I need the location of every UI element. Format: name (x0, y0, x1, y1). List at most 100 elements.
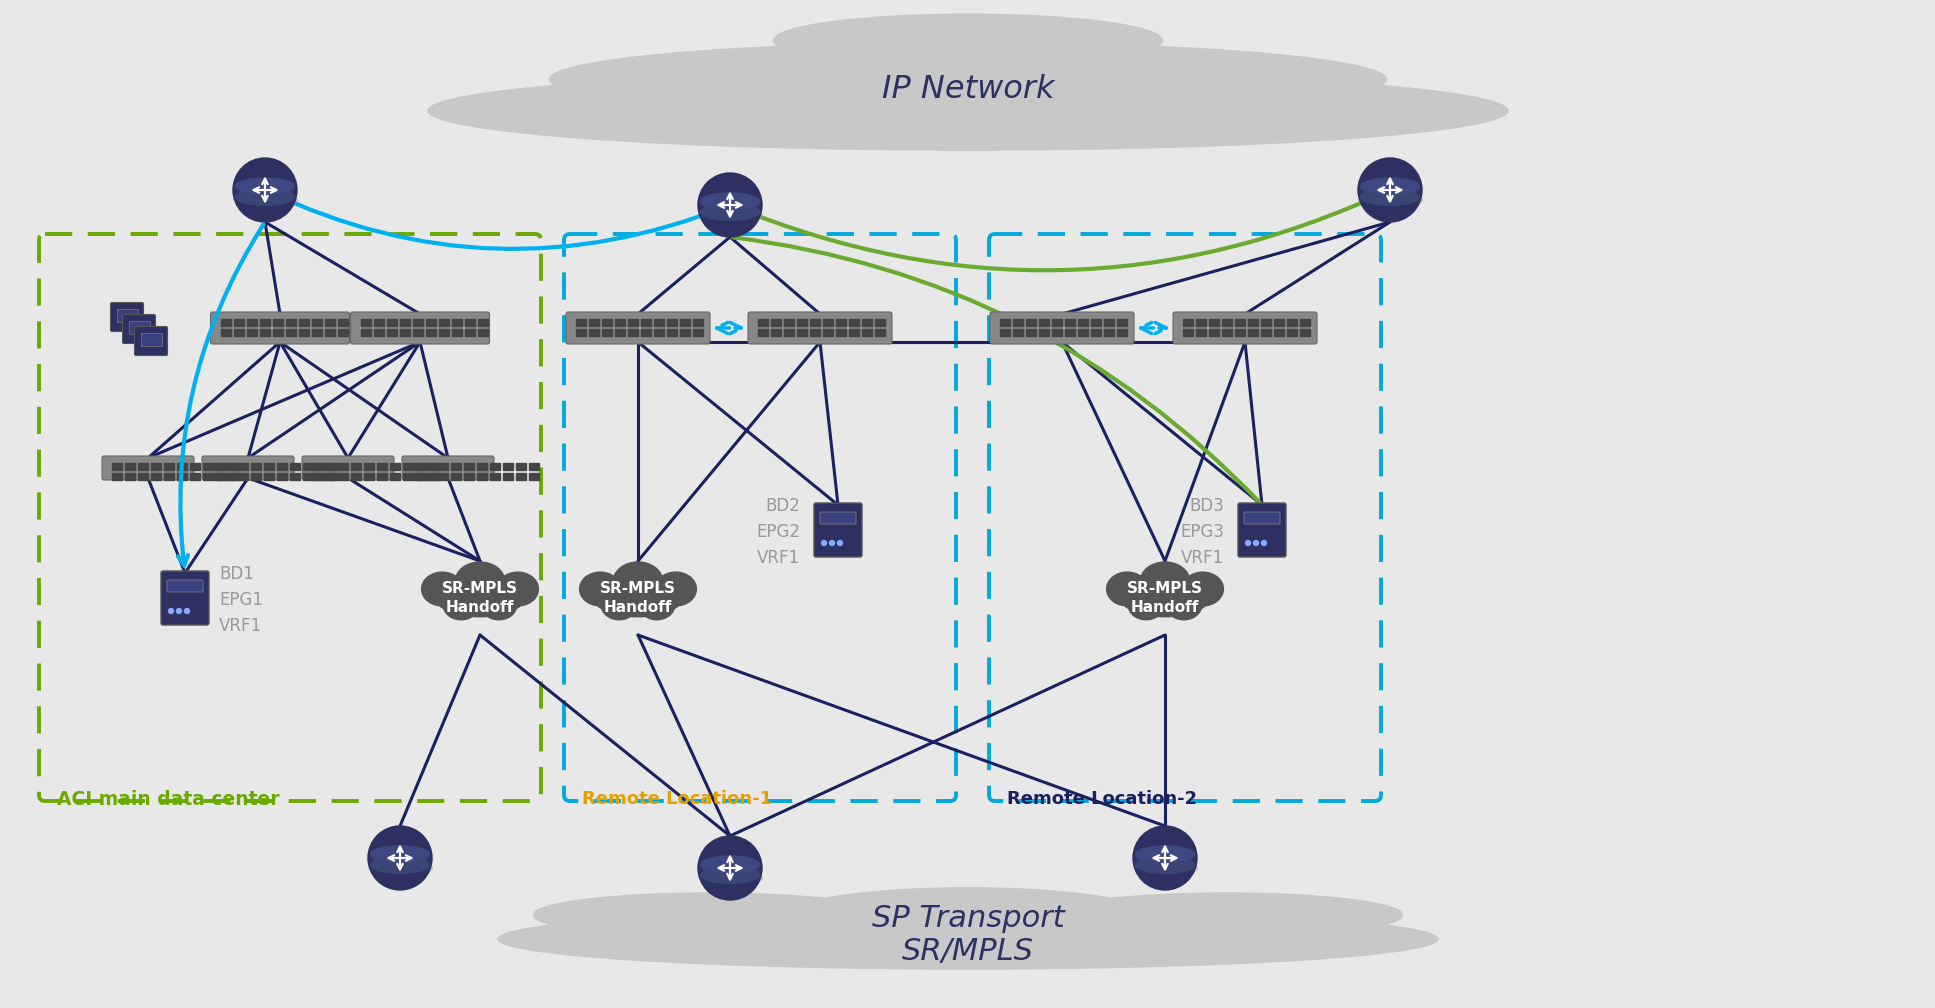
Bar (312, 329, 321, 336)
Bar (273, 319, 283, 326)
Bar (373, 319, 383, 326)
Bar (377, 463, 387, 470)
Bar (1053, 319, 1062, 326)
FancyBboxPatch shape (820, 512, 855, 524)
Bar (1248, 319, 1258, 326)
Bar (451, 463, 461, 470)
Circle shape (1134, 826, 1198, 890)
Bar (1262, 319, 1271, 326)
Ellipse shape (370, 857, 430, 873)
Bar (464, 463, 474, 470)
Ellipse shape (236, 178, 294, 196)
Bar (822, 329, 832, 336)
Ellipse shape (497, 909, 1438, 969)
Ellipse shape (482, 592, 517, 620)
Bar (315, 473, 325, 480)
Circle shape (368, 826, 432, 890)
Bar (337, 329, 348, 336)
Bar (615, 319, 625, 326)
Text: BD3
EPG3
VRF1: BD3 EPG3 VRF1 (1180, 497, 1225, 568)
Bar (602, 319, 611, 326)
Ellipse shape (1136, 846, 1194, 864)
Ellipse shape (799, 888, 1138, 934)
Text: SP Transport
SR/MPLS: SP Transport SR/MPLS (871, 904, 1064, 967)
Bar (1300, 329, 1310, 336)
Ellipse shape (428, 72, 1507, 150)
Bar (402, 463, 412, 470)
Circle shape (168, 609, 174, 614)
Bar (426, 463, 435, 470)
Ellipse shape (236, 178, 294, 195)
Bar (1105, 319, 1115, 326)
FancyBboxPatch shape (567, 312, 710, 344)
Ellipse shape (700, 867, 760, 883)
Bar (1235, 319, 1244, 326)
Ellipse shape (1107, 573, 1147, 606)
Text: Remote Location-2: Remote Location-2 (1006, 790, 1198, 808)
Circle shape (1254, 540, 1258, 545)
Bar (246, 329, 257, 336)
Ellipse shape (700, 194, 759, 210)
Bar (221, 329, 230, 336)
Bar (290, 463, 300, 470)
Bar (1039, 319, 1049, 326)
Bar (412, 473, 422, 480)
Bar (176, 473, 188, 480)
Bar (391, 473, 401, 480)
Bar (217, 473, 226, 480)
Bar (402, 473, 412, 480)
Ellipse shape (594, 580, 683, 617)
Ellipse shape (1136, 857, 1194, 873)
FancyBboxPatch shape (402, 456, 493, 480)
Bar (770, 319, 782, 326)
Bar (416, 463, 426, 470)
Bar (588, 319, 600, 326)
Circle shape (699, 836, 762, 900)
FancyBboxPatch shape (1244, 512, 1279, 524)
Bar (1287, 329, 1296, 336)
Bar (238, 473, 248, 480)
Ellipse shape (602, 592, 637, 620)
Bar (234, 329, 244, 336)
FancyBboxPatch shape (1238, 503, 1287, 557)
Bar (304, 473, 313, 480)
Bar (126, 473, 135, 480)
Bar (1223, 319, 1233, 326)
Ellipse shape (370, 846, 430, 864)
Bar (1182, 319, 1194, 326)
FancyBboxPatch shape (122, 314, 155, 344)
Bar (478, 463, 488, 470)
Bar (437, 473, 449, 480)
Bar (1273, 319, 1285, 326)
Bar (190, 473, 199, 480)
Bar (478, 473, 488, 480)
Bar (286, 319, 296, 326)
FancyBboxPatch shape (815, 503, 861, 557)
Bar (464, 319, 474, 326)
Bar (325, 319, 335, 326)
Ellipse shape (455, 562, 505, 601)
Bar (654, 329, 664, 336)
FancyBboxPatch shape (211, 312, 350, 344)
Bar (337, 319, 348, 326)
FancyBboxPatch shape (991, 312, 1134, 344)
Bar (1000, 329, 1010, 336)
Bar (875, 319, 884, 326)
Ellipse shape (1120, 580, 1209, 617)
Bar (221, 319, 230, 326)
Bar (1105, 329, 1115, 336)
Bar (640, 319, 650, 326)
FancyBboxPatch shape (118, 309, 139, 323)
Bar (503, 473, 513, 480)
Ellipse shape (613, 562, 664, 601)
Bar (629, 329, 639, 336)
Ellipse shape (700, 193, 760, 211)
FancyBboxPatch shape (135, 327, 168, 356)
Bar (451, 473, 461, 480)
FancyBboxPatch shape (166, 580, 203, 592)
Bar (350, 463, 362, 470)
Ellipse shape (1362, 192, 1422, 209)
Bar (437, 463, 449, 470)
Ellipse shape (1051, 893, 1403, 937)
Ellipse shape (550, 42, 1387, 116)
